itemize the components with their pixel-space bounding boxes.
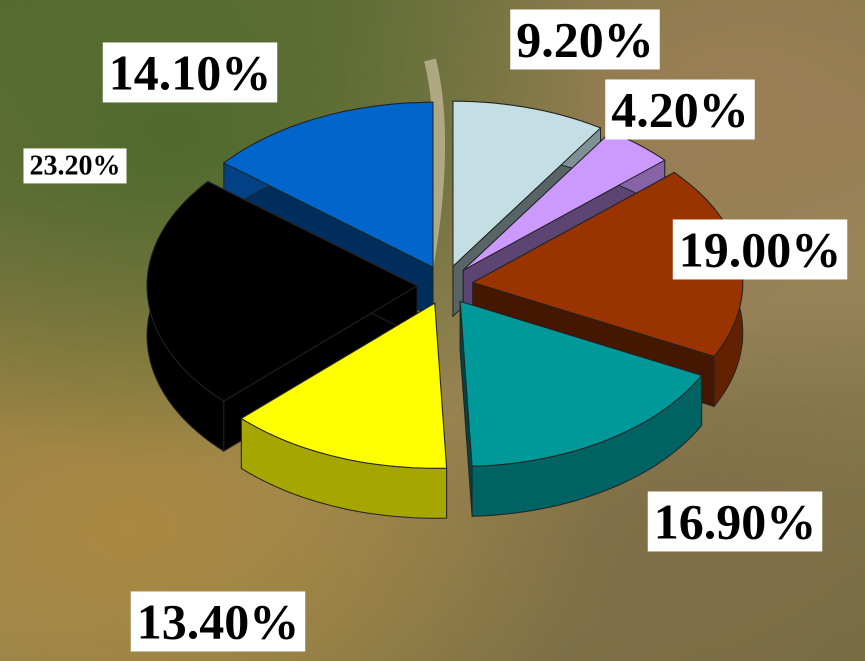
data-label: 14.10%	[109, 44, 272, 100]
data-label: 23.20%	[30, 150, 121, 181]
chart: 9.20% 4.20% 19.00% 16.90% 13.40% 23.20% 14.10%	[0, 0, 865, 661]
screenshot: 9.20% 4.20% 19.00% 16.90% 13.40% 23.20% 14.10%	[0, 0, 865, 661]
data-label: 19.00%	[679, 221, 842, 277]
data-label: 16.90%	[654, 493, 817, 549]
data-label: 9.20%	[516, 11, 654, 67]
data-label: 13.40%	[137, 593, 300, 649]
data-label: 4.20%	[611, 81, 749, 137]
